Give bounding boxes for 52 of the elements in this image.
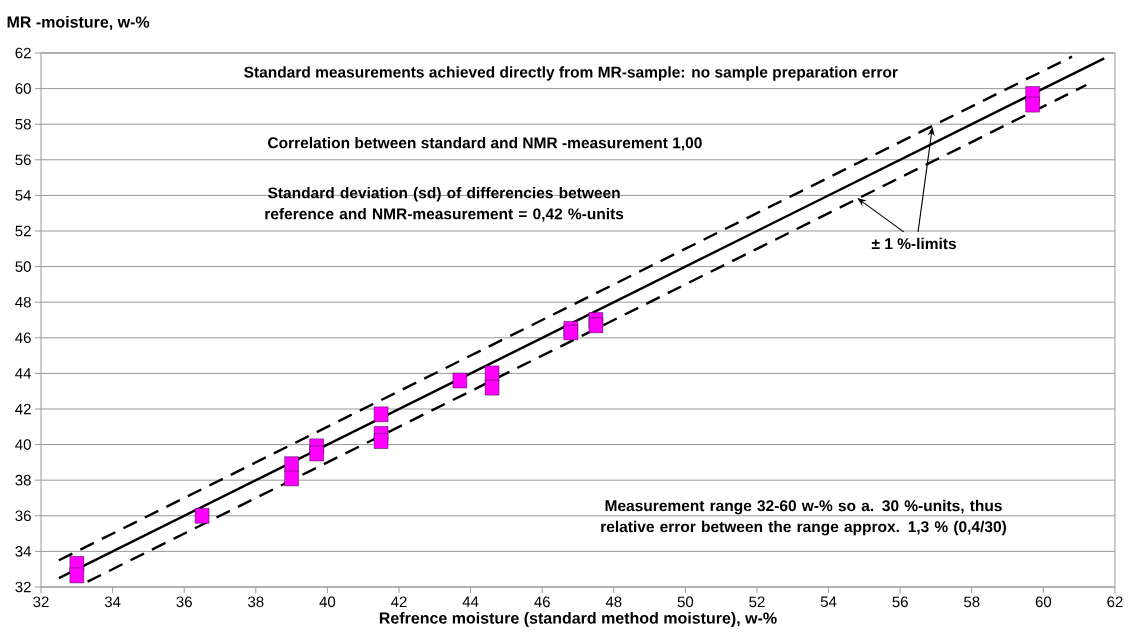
x-tick-label: 62 <box>1107 596 1123 608</box>
point <box>69 567 84 584</box>
x-tick-label: 44 <box>462 596 479 607</box>
y-tick-label: 60 <box>15 83 31 94</box>
point <box>309 445 324 462</box>
y-tick-label: 40 <box>15 439 31 450</box>
point <box>484 379 500 396</box>
annotation: Measurement range 32-60 w-% so a. 30 %-units, thus relative error between the range approx. 1,3 % (0,4/30) <box>601 499 1006 536</box>
y-tick-label: 50 <box>15 261 31 272</box>
x-tick-label: 60 <box>1035 596 1052 608</box>
x-tick-label: 50 <box>677 596 694 608</box>
point <box>284 470 299 487</box>
x-tick-label: 36 <box>176 596 192 608</box>
x-axis-title: Refrence moisture (standard method moisture), w-% <box>379 612 777 627</box>
point <box>284 456 299 472</box>
y-tick-label: 58 <box>15 118 31 130</box>
y-tick-label: 36 <box>15 510 31 522</box>
x-tick-label: 38 <box>248 596 264 608</box>
point <box>452 372 468 389</box>
annotation: ± 1 %-limits <box>871 237 956 250</box>
x-tick-label: 42 <box>391 596 407 607</box>
y-tick-label: 38 <box>15 474 31 486</box>
annotation: Standard deviation (sd) of differencies between reference and NMR-measurement = 0,42 %-units <box>265 186 624 222</box>
y-axis-title: MR -moisture, w-% <box>7 15 150 31</box>
x-tick-label: 52 <box>749 596 765 608</box>
y-tick-label: 34 <box>15 546 32 557</box>
y-tick-label: 46 <box>15 332 31 344</box>
y-tick-label: 48 <box>15 296 31 308</box>
x-tick-label: 48 <box>605 596 622 608</box>
x-tick-label: 40 <box>319 596 336 608</box>
y-tick-label: 54 <box>15 190 32 201</box>
annotation: Standard measurements achieved directly from MR-sample: no sample preparation error <box>244 66 898 81</box>
point <box>373 406 389 423</box>
annotation: Correlation between standard and NMR -measurement 1,00 <box>268 136 702 151</box>
x-tick-label: 32 <box>33 596 49 608</box>
point <box>563 324 578 341</box>
y-tick-label: 62 <box>15 47 31 59</box>
point <box>588 317 604 334</box>
point <box>194 508 210 524</box>
y-tick-label: 56 <box>15 154 31 166</box>
x-tick-label: 34 <box>104 596 121 608</box>
point <box>1025 96 1040 113</box>
y-tick-label: 44 <box>15 368 32 379</box>
y-tick-label: 42 <box>15 403 31 415</box>
y-tick-label: 52 <box>15 225 31 237</box>
point <box>373 433 389 449</box>
y-tick-label: 32 <box>15 581 31 593</box>
x-tick-label: 54 <box>820 596 837 607</box>
x-tick-label: 46 <box>534 596 550 608</box>
x-tick-label: 56 <box>892 596 908 608</box>
point <box>484 365 500 382</box>
x-tick-label: 58 <box>964 596 980 608</box>
